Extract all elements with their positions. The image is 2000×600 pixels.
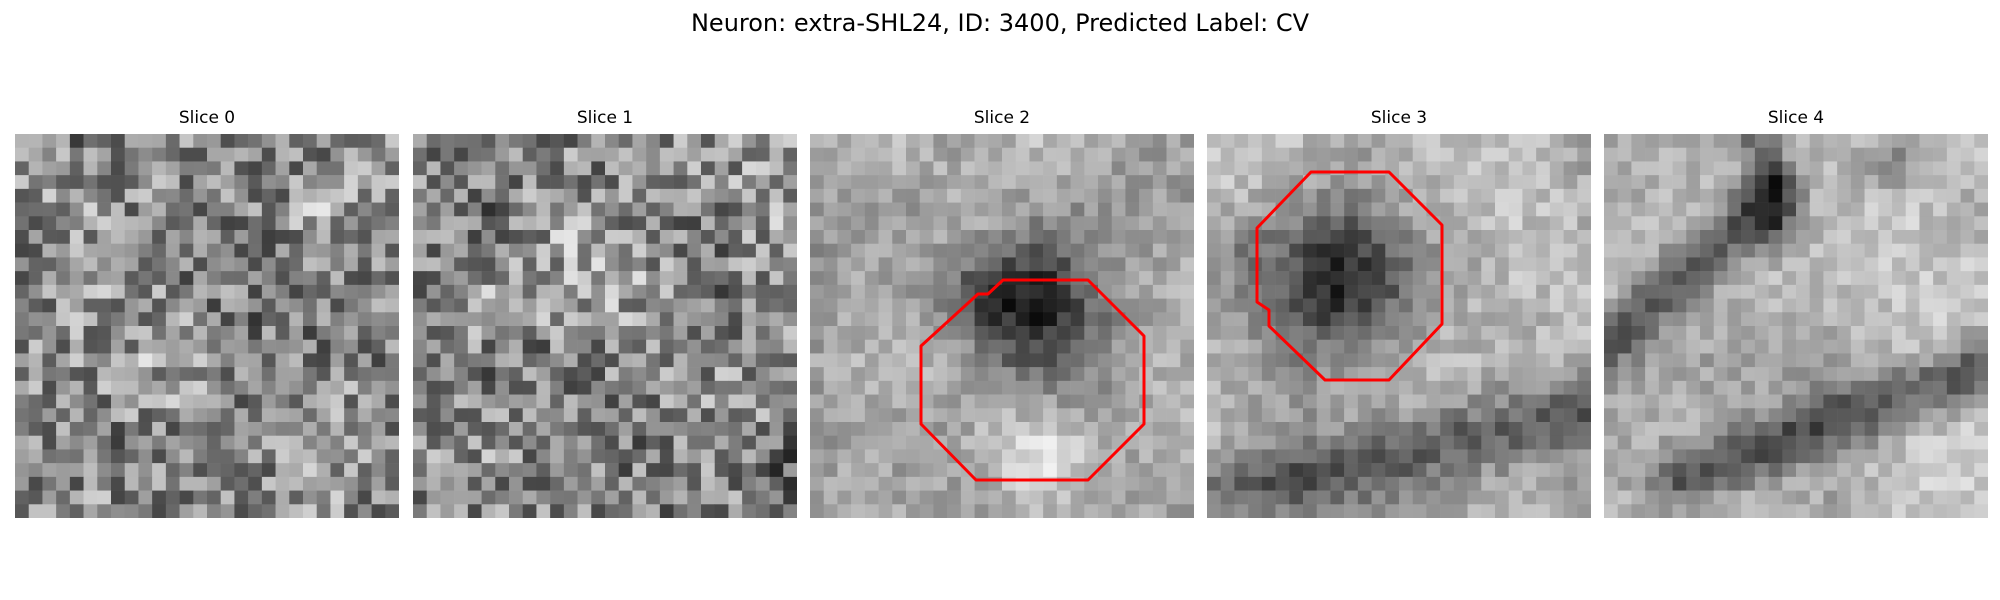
figure-title: Neuron: extra-SHL24, ID: 3400, Predicted… xyxy=(690,9,1310,37)
slice-image-4 xyxy=(1604,134,1988,518)
slice-title-2: Slice 2 xyxy=(973,108,1031,128)
contour-outline-slice-3 xyxy=(1255,170,1444,382)
slice-title-1: Slice 1 xyxy=(576,108,634,128)
slice-image-0 xyxy=(15,134,399,518)
slice-image-3 xyxy=(1207,134,1591,518)
slice-title-4: Slice 4 xyxy=(1767,108,1825,128)
slice-title-0: Slice 0 xyxy=(178,108,236,128)
contour-outline-slice-2 xyxy=(919,278,1146,482)
slice-image-2 xyxy=(810,134,1194,518)
slice-image-1 xyxy=(413,134,797,518)
slice-title-3: Slice 3 xyxy=(1370,108,1428,128)
